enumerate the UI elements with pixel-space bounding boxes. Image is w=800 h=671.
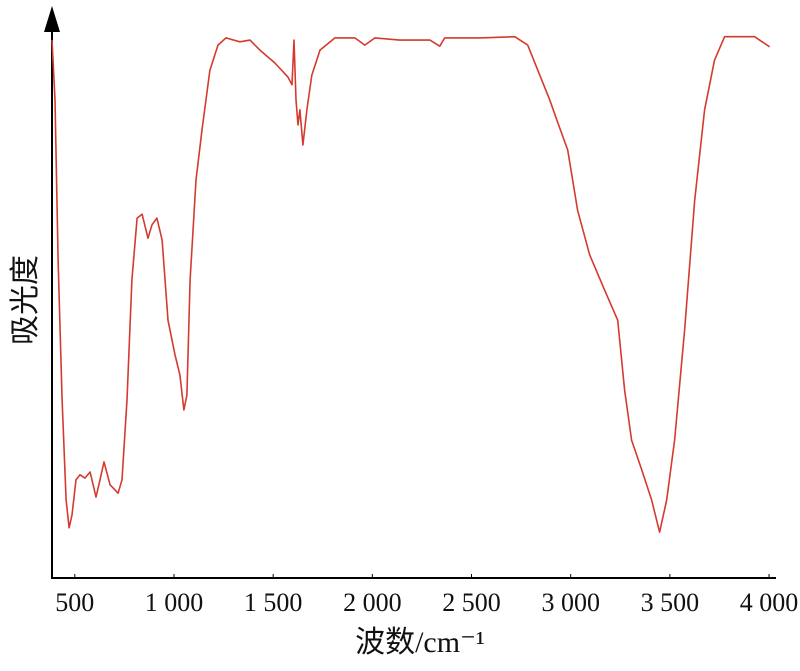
- spectrum-line: [51, 35, 771, 533]
- x-axis-label: 波数/cm⁻¹: [355, 626, 485, 659]
- x-tick-label: 4 000: [740, 588, 799, 617]
- x-tick-label: 1 500: [244, 588, 303, 617]
- x-tick-label: 2 000: [343, 588, 402, 617]
- x-tick-label: 500: [55, 588, 94, 617]
- x-tick-label: 3 500: [641, 588, 700, 617]
- x-tick-label: 3 000: [541, 588, 600, 617]
- y-axis-label: 吸光度: [9, 255, 42, 345]
- x-tick-label: 1 000: [145, 588, 204, 617]
- y-axis-arrow: [44, 6, 60, 32]
- x-tick-label: 2 500: [442, 588, 501, 617]
